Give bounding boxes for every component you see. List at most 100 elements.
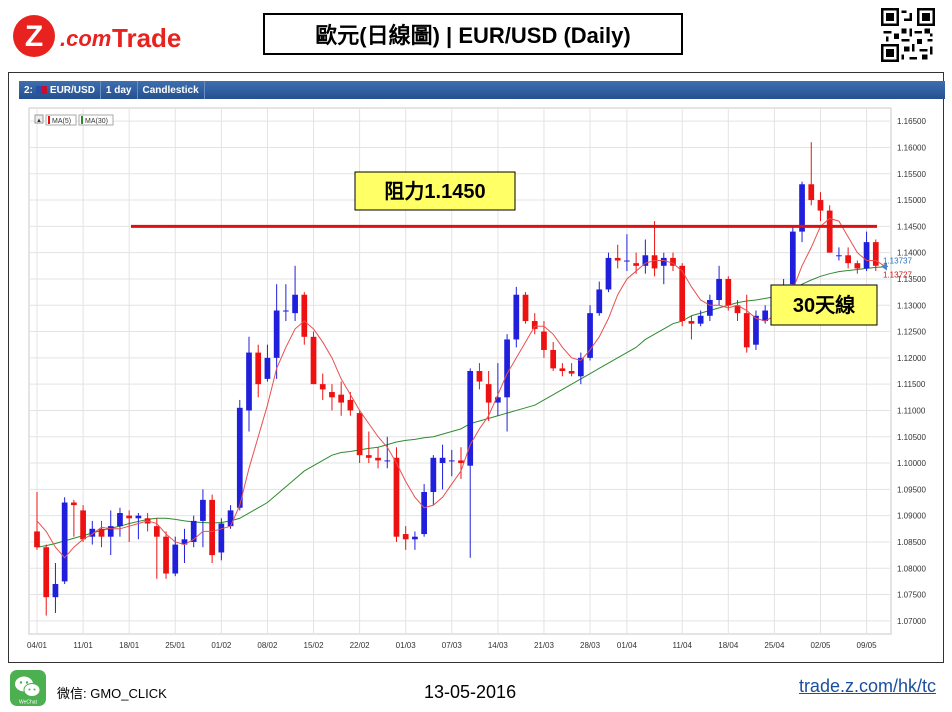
- candle-up[interactable]: [236, 407, 243, 508]
- candle-down[interactable]: [347, 399, 354, 411]
- candle-up[interactable]: [273, 310, 280, 358]
- candle-up[interactable]: [697, 315, 704, 324]
- candle-down[interactable]: [872, 242, 879, 266]
- chart-symbol-tab[interactable]: 2: EUR/USD: [19, 81, 101, 99]
- candle-up[interactable]: [135, 515, 142, 519]
- candle-down[interactable]: [43, 547, 50, 598]
- candlestick-chart[interactable]: 1.16500 1.16000 1.15500 1.15000 1.14500 1.140…: [19, 100, 933, 660]
- candle-up[interactable]: [172, 544, 179, 574]
- x-tick-label: 21/03: [534, 641, 555, 650]
- candle-down[interactable]: [71, 502, 77, 506]
- candle-down[interactable]: [153, 526, 160, 537]
- candle-down[interactable]: [743, 313, 750, 348]
- candle-down[interactable]: [319, 384, 326, 390]
- candle-down[interactable]: [817, 200, 824, 211]
- candle-down[interactable]: [541, 331, 547, 350]
- candle-up[interactable]: [799, 184, 805, 232]
- candle-up[interactable]: [283, 310, 289, 312]
- candle-down[interactable]: [34, 531, 40, 548]
- candle-up[interactable]: [467, 371, 474, 466]
- candle-up[interactable]: [200, 499, 206, 521]
- candle-down[interactable]: [808, 184, 815, 201]
- candle-down[interactable]: [679, 265, 686, 322]
- legend-ma30[interactable]: [78, 114, 114, 126]
- candle-up[interactable]: [587, 313, 593, 358]
- candle-down[interactable]: [80, 510, 86, 540]
- candle-up[interactable]: [495, 397, 501, 403]
- candle-up[interactable]: [660, 257, 667, 266]
- candle-down[interactable]: [310, 336, 317, 385]
- candle-up[interactable]: [513, 294, 520, 340]
- candle-down[interactable]: [550, 349, 557, 369]
- candle-up[interactable]: [181, 539, 188, 545]
- candle-up[interactable]: [596, 289, 603, 314]
- candle-down[interactable]: [826, 210, 833, 253]
- candle-down[interactable]: [670, 257, 676, 266]
- candle-up[interactable]: [421, 491, 427, 535]
- candle-up[interactable]: [716, 278, 722, 300]
- candle-up[interactable]: [264, 357, 271, 379]
- candle-down[interactable]: [651, 255, 658, 269]
- candle-up[interactable]: [753, 315, 759, 345]
- chart-index-label: 2:: [24, 84, 33, 96]
- candle-down[interactable]: [476, 371, 483, 382]
- chart-type-button[interactable]: Candlestick: [138, 81, 205, 99]
- candle-down[interactable]: [255, 352, 262, 385]
- website-link[interactable]: trade.z.com/hk/tc: [798, 676, 936, 696]
- candle-down[interactable]: [356, 413, 363, 456]
- candle-up[interactable]: [430, 457, 437, 492]
- candle-up[interactable]: [577, 357, 584, 377]
- candle-up[interactable]: [624, 260, 630, 262]
- candle-down[interactable]: [393, 457, 400, 537]
- last-price-label: 1.13727: [883, 270, 912, 279]
- candle-down[interactable]: [614, 257, 621, 261]
- candle-down[interactable]: [633, 263, 639, 266]
- candle-down[interactable]: [725, 278, 732, 306]
- candle-up[interactable]: [504, 339, 510, 398]
- candle-up[interactable]: [448, 460, 455, 462]
- candle-up[interactable]: [605, 257, 612, 290]
- candle-up[interactable]: [61, 502, 68, 582]
- candle-down[interactable]: [559, 368, 566, 371]
- candle-up[interactable]: [863, 242, 870, 269]
- candle-up[interactable]: [227, 510, 234, 527]
- candle-down[interactable]: [375, 457, 381, 461]
- candle-up[interactable]: [439, 457, 446, 464]
- candle-up[interactable]: [789, 231, 796, 285]
- candle-down[interactable]: [365, 455, 372, 458]
- legend-toggle-button[interactable]: [34, 114, 44, 124]
- candle-down[interactable]: [845, 255, 851, 264]
- candle-down[interactable]: [338, 394, 345, 403]
- candle-down[interactable]: [458, 460, 464, 464]
- candle-up[interactable]: [412, 536, 418, 540]
- candle-down[interactable]: [854, 263, 861, 269]
- candle-down[interactable]: [402, 534, 409, 540]
- candle-up[interactable]: [762, 310, 769, 322]
- candle-down[interactable]: [688, 321, 695, 324]
- legend-ma5[interactable]: [45, 114, 77, 126]
- candle-up[interactable]: [384, 460, 391, 462]
- chart-interval-button[interactable]: 1 day: [101, 81, 138, 99]
- candle-down[interactable]: [522, 294, 529, 322]
- candle-down[interactable]: [531, 321, 538, 329]
- candle-up[interactable]: [246, 352, 252, 411]
- candle-down[interactable]: [734, 305, 741, 314]
- candle-down[interactable]: [163, 536, 169, 574]
- candle-up[interactable]: [218, 523, 225, 553]
- candle-up[interactable]: [190, 520, 197, 542]
- candle-up[interactable]: [642, 255, 649, 266]
- candle-down[interactable]: [485, 384, 492, 403]
- candle-down[interactable]: [329, 392, 335, 398]
- candle-up[interactable]: [107, 526, 114, 537]
- candle-down[interactable]: [126, 515, 133, 519]
- candle-down[interactable]: [301, 294, 308, 337]
- candle-down[interactable]: [98, 528, 105, 537]
- candle-up[interactable]: [52, 584, 59, 598]
- candle-up[interactable]: [836, 255, 842, 257]
- candle-down[interactable]: [209, 499, 215, 556]
- candle-up[interactable]: [292, 294, 298, 314]
- candle-up[interactable]: [117, 513, 123, 527]
- candle-up[interactable]: [89, 528, 96, 537]
- candle-down[interactable]: [568, 371, 575, 374]
- candle-up[interactable]: [707, 299, 713, 316]
